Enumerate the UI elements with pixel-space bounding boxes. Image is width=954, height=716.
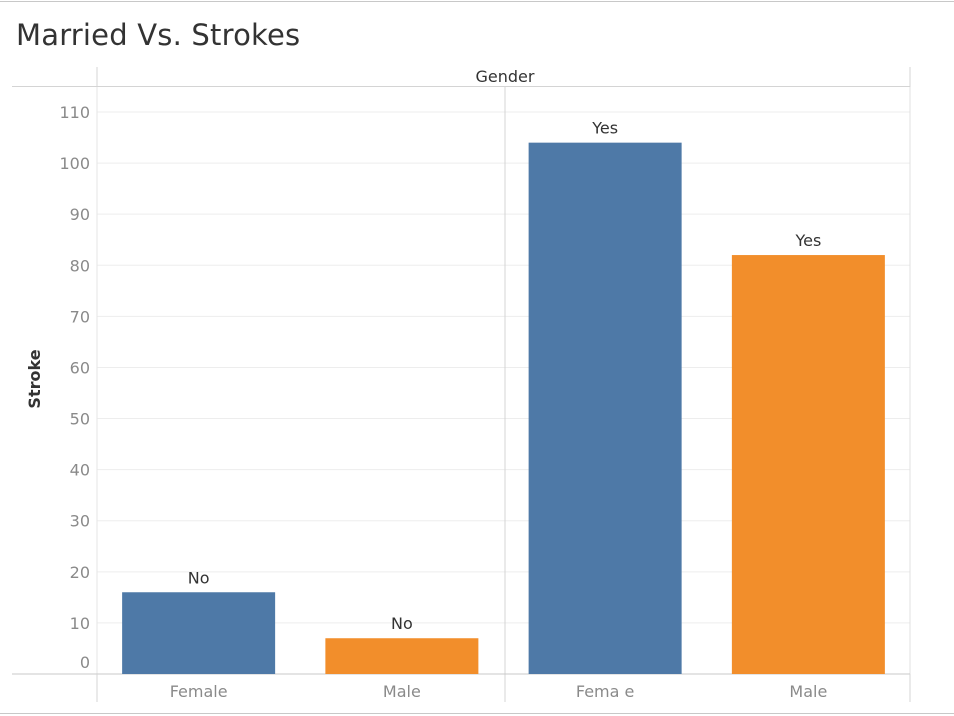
bar-label: Yes [794, 231, 821, 250]
y-tick-label: 100 [59, 154, 90, 173]
y-tick-label: 0 [80, 653, 90, 672]
x-tick-labels: Female Male Fema e Male [170, 682, 828, 701]
y-tick-label: 50 [70, 410, 90, 429]
bar-no-male [325, 638, 479, 674]
bar-yes-male [731, 255, 885, 674]
y-tick-labels: 0 10 20 30 40 50 60 70 80 90 100 110 [59, 103, 90, 672]
chart-title: Married Vs. Strokes [16, 18, 301, 52]
y-axis-title: Stroke [25, 349, 44, 408]
bar-label: Yes [591, 119, 618, 138]
column-header-gender: Gender [476, 67, 535, 86]
bar-label: No [391, 614, 413, 633]
y-tick-label: 40 [70, 461, 90, 480]
bottom-border [0, 713, 954, 714]
bars [122, 142, 885, 674]
y-tick-label: 90 [70, 205, 90, 224]
x-tick-label: Male [383, 682, 421, 701]
bar-labels: No No Yes Yes [188, 119, 822, 634]
y-tick-label: 20 [70, 563, 90, 582]
x-tick-label: Male [789, 682, 827, 701]
y-tick-label: 70 [70, 307, 90, 326]
y-tick-label: 80 [70, 256, 90, 275]
y-tick-label: 110 [59, 103, 90, 122]
bar-label: No [188, 568, 210, 587]
x-tick-label: Female [170, 682, 228, 701]
bar-no-female [122, 592, 276, 674]
y-tick-label: 10 [70, 614, 90, 633]
top-border [0, 1, 954, 2]
y-tick-label: 30 [70, 512, 90, 531]
x-tick-label: Fema e [576, 682, 635, 701]
bar-yes-female [528, 142, 682, 674]
y-tick-label: 60 [70, 358, 90, 377]
